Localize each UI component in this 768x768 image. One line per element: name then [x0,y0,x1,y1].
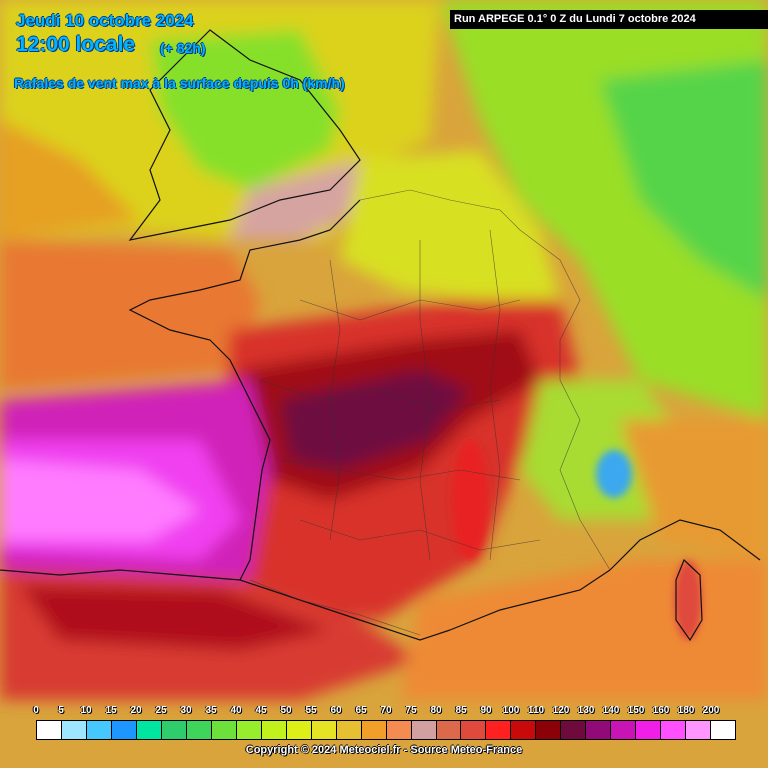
legend-tick-label: 35 [205,705,217,716]
coastlines [0,29,761,642]
forecast-date: Jeudi 10 octobre 2024 [16,11,194,30]
border-dept-2 [259,379,501,411]
field-spain-darkred [20,585,330,650]
legend-tick-label: 30 [180,705,192,716]
border-dept-7 [489,229,501,561]
legend-tick-label: 100 [502,705,520,716]
legend-tick-label: 65 [355,705,367,716]
legend-swatch [411,721,437,739]
legend-tick-label: 50 [280,705,292,716]
legend-tick-label: 80 [430,705,442,716]
legend-swatch [86,721,112,739]
legend-tick-label: 45 [255,705,267,716]
border-belgium [359,189,521,231]
legend-tick-label: 140 [602,705,620,716]
field-bay-biscay-lightpink [0,460,200,540]
border-east-france [519,229,611,571]
legend-swatch [211,721,237,739]
border-dept-6 [419,240,431,561]
copyright-notice: Copyright © 2024 Meteociel.fr - Source M… [245,744,523,756]
legend-swatch [286,721,312,739]
parameter-title: Rafales de vent max à la surface depuis … [14,75,345,91]
legend-tick-label: 120 [552,705,570,716]
legend-swatch [536,721,562,739]
admin-borders [249,189,611,636]
legend-swatch [486,721,512,739]
field-england-green [150,30,340,190]
legend-swatch [461,721,487,739]
legend-swatch [236,721,262,739]
legend-tick-label: 5 [58,705,64,716]
legend-tick-label: 180 [677,705,695,716]
field-corsica-red [674,560,702,640]
coastline-france-south [449,569,611,631]
field-east-lightgreen [600,60,768,300]
border-pyrenees [249,579,421,636]
field-italy-orange [620,420,768,560]
legend-swatch [686,721,712,739]
color-legend [36,720,736,740]
legend-tick-label: 60 [330,705,342,716]
coastline-italy [609,519,761,571]
border-dept-5 [329,259,341,541]
border-dept-4 [299,519,541,551]
legend-swatch [711,721,736,739]
legend-swatch [37,721,62,739]
legend-swatch [636,721,662,739]
field-rhone-red [452,440,488,560]
legend-tick-label: 25 [155,705,167,716]
field-alps-blue [596,450,632,498]
legend-swatch [611,721,637,739]
legend-tick-label: 55 [305,705,317,716]
field-benelux-yellow [340,150,560,300]
coastline-spain-north [0,569,241,581]
legend-tick-label: 40 [230,705,242,716]
legend-swatch [386,721,412,739]
field-france-darkest [280,370,470,470]
legend-swatch [161,721,187,739]
legend-tick-label: 130 [577,705,595,716]
legend-swatch [661,721,687,739]
coastline-corsica [675,558,703,642]
legend-tick-labels: 0 5 10 15 20 25 30 35 40 45 50 55 60 65 70 75 80 85 90 100 1… [33,705,736,719]
forecast-time: 12:00 locale [16,33,136,56]
legend-swatch [561,721,587,739]
legend-swatch [361,721,387,739]
legend-tick-label: 150 [627,705,645,716]
legend-tick-label: 85 [455,705,467,716]
legend-swatch [336,721,362,739]
legend-tick-label: 75 [405,705,417,716]
legend-tick-label: 110 [527,705,545,716]
field-atlantic-orange [0,240,260,390]
field-channel-pink [230,160,380,240]
legend-swatch [111,721,137,739]
legend-tick-label: 10 [80,705,92,716]
legend-tick-label: 70 [380,705,392,716]
legend-tick-label: 0 [33,705,39,716]
legend-tick-label: 160 [652,705,670,716]
field-west-orange [0,120,140,240]
legend-tick-label: 90 [480,705,492,716]
coastline-england [128,29,361,241]
legend-swatch [511,721,537,739]
coastline-france-north [128,199,451,641]
legend-swatch [186,721,212,739]
legend-tick-label: 15 [105,705,117,716]
border-dept-3 [279,459,521,481]
model-run-label: Run ARPEGE 0.1° 0 Z du Lundi 7 octobre 2… [450,10,768,29]
legend-swatch [436,721,462,739]
legend-swatch [586,721,612,739]
legend-tick-label: 20 [130,705,142,716]
legend-swatch [261,721,287,739]
legend-tick-label: 200 [702,705,720,716]
legend-swatch [136,721,162,739]
legend-swatch [61,721,87,739]
legend-swatch [311,721,337,739]
forecast-lead-time: (+ 82h) [160,40,206,56]
